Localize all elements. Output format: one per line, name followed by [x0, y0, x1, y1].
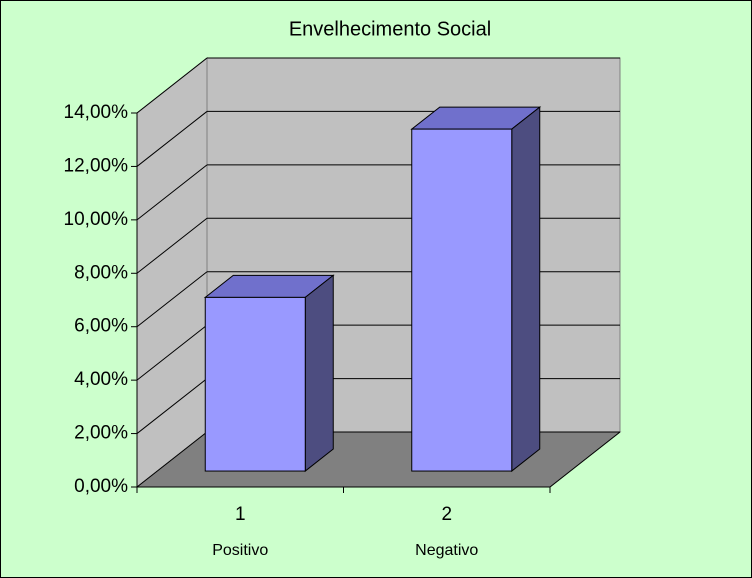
y-tick-label: 8,00% [74, 262, 128, 283]
chart-title: Envelhecimento Social [289, 18, 491, 40]
floor-edge [549, 431, 621, 488]
grid-line [136, 217, 208, 274]
y-tick-label: 0,00% [74, 476, 128, 497]
x-tick-label: 2 [441, 504, 452, 525]
y-tick-label: 12,00% [64, 155, 129, 176]
grid-line [136, 111, 208, 167]
grid-line [136, 57, 208, 114]
x-category-name: Positivo [212, 542, 268, 559]
x-tick-label: 1 [235, 504, 246, 525]
grid-line [136, 164, 208, 221]
x-category-name: Negativo [415, 542, 478, 559]
bar [204, 296, 306, 472]
grid-line [136, 324, 208, 381]
grid-line [136, 431, 208, 488]
y-tick-label: 6,00% [74, 316, 128, 337]
y-tick-label: 4,00% [74, 369, 128, 390]
y-tick-label: 2,00% [74, 423, 128, 444]
grid-line [136, 271, 208, 328]
bar-side [304, 274, 334, 473]
side-wall [136, 56, 208, 489]
y-tick-label: 14,00% [64, 102, 129, 123]
bar-side [511, 106, 541, 473]
grid-line [136, 378, 208, 434]
y-tick-label: 10,00% [64, 209, 129, 230]
bar [411, 128, 513, 472]
